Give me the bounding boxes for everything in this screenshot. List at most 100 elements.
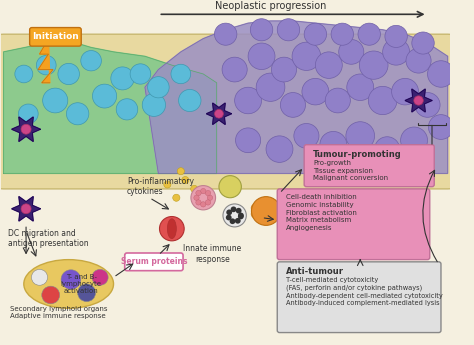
Circle shape [277, 19, 300, 41]
Circle shape [229, 218, 236, 224]
Circle shape [222, 57, 247, 82]
Circle shape [256, 199, 264, 207]
Ellipse shape [223, 204, 246, 227]
Circle shape [43, 88, 68, 113]
Text: Secondary lymphoid organs
Adaptive immune response: Secondary lymphoid organs Adaptive immun… [10, 306, 108, 319]
Text: Pro-growth
Tissue expansion
Malignant conversion: Pro-growth Tissue expansion Malignant co… [313, 160, 388, 181]
Circle shape [116, 99, 138, 120]
Circle shape [214, 23, 237, 45]
Circle shape [207, 195, 213, 200]
Circle shape [325, 88, 350, 113]
Circle shape [201, 188, 206, 194]
Text: T-cell-mediated cytotoxicity
(FAS, perforin and/or cytokine pathways)
Antibody-d: T-cell-mediated cytotoxicity (FAS, perfo… [286, 277, 443, 306]
Circle shape [238, 214, 244, 219]
Circle shape [358, 23, 381, 45]
Circle shape [196, 190, 201, 196]
Circle shape [205, 200, 210, 205]
Polygon shape [12, 117, 40, 141]
Circle shape [315, 52, 342, 78]
Circle shape [251, 204, 259, 212]
Circle shape [412, 32, 434, 54]
Circle shape [182, 177, 189, 184]
Circle shape [320, 131, 347, 158]
Text: DC migration and
antigen presentation: DC migration and antigen presentation [8, 229, 89, 248]
Circle shape [266, 136, 293, 162]
Circle shape [271, 213, 279, 221]
Circle shape [368, 86, 397, 115]
Circle shape [392, 78, 419, 105]
Circle shape [81, 51, 101, 71]
Circle shape [201, 202, 206, 207]
Circle shape [173, 194, 180, 201]
FancyBboxPatch shape [304, 145, 434, 187]
Circle shape [271, 201, 279, 209]
Circle shape [292, 42, 321, 70]
Polygon shape [38, 39, 53, 83]
Circle shape [415, 92, 440, 117]
Circle shape [235, 87, 262, 114]
FancyBboxPatch shape [277, 189, 430, 260]
FancyBboxPatch shape [0, 34, 461, 189]
Circle shape [92, 269, 108, 285]
Polygon shape [12, 197, 40, 221]
Ellipse shape [252, 197, 281, 225]
Polygon shape [145, 21, 448, 174]
Circle shape [256, 215, 264, 223]
Circle shape [236, 208, 242, 214]
Text: T- and B-
lymphocyte
activation: T- and B- lymphocyte activation [61, 274, 102, 294]
Circle shape [36, 56, 56, 75]
FancyBboxPatch shape [30, 28, 81, 46]
Circle shape [66, 103, 89, 125]
Circle shape [226, 215, 232, 220]
Text: Serum proteins: Serum proteins [121, 257, 187, 266]
Circle shape [21, 204, 31, 214]
Circle shape [171, 64, 191, 84]
Text: Cell-death inhibition
Genomic instability
Fibroblast activation
Matrix metabolis: Cell-death inhibition Genomic instabilit… [286, 194, 357, 231]
Circle shape [281, 92, 306, 117]
Ellipse shape [219, 176, 241, 198]
Circle shape [147, 77, 169, 98]
Circle shape [248, 43, 275, 70]
Circle shape [226, 209, 232, 215]
Circle shape [231, 206, 237, 212]
Circle shape [294, 124, 319, 148]
Text: Tumour-promoting: Tumour-promoting [313, 150, 402, 159]
Circle shape [235, 218, 241, 224]
Circle shape [238, 213, 244, 218]
Circle shape [264, 216, 272, 224]
Circle shape [42, 286, 60, 304]
FancyBboxPatch shape [125, 253, 183, 271]
Circle shape [256, 73, 285, 101]
Circle shape [331, 23, 354, 45]
Text: Neoplastic progression: Neoplastic progression [215, 1, 326, 11]
Text: Anti-tumour: Anti-tumour [286, 267, 344, 276]
Circle shape [273, 207, 282, 215]
Ellipse shape [191, 186, 216, 210]
Circle shape [383, 39, 410, 65]
Text: Pro-inflammatory
cytokines: Pro-inflammatory cytokines [127, 177, 194, 196]
Circle shape [179, 89, 201, 111]
Circle shape [130, 64, 151, 84]
Circle shape [205, 190, 210, 196]
Circle shape [215, 109, 223, 118]
Circle shape [385, 26, 407, 48]
Circle shape [347, 74, 374, 100]
Circle shape [359, 51, 388, 79]
Circle shape [250, 19, 273, 41]
Circle shape [194, 195, 199, 200]
Text: Innate immune
response: Innate immune response [183, 244, 241, 264]
Circle shape [164, 181, 171, 188]
Polygon shape [405, 89, 432, 112]
Circle shape [304, 23, 327, 45]
Circle shape [302, 78, 329, 105]
Circle shape [374, 137, 400, 161]
Circle shape [61, 270, 81, 289]
Polygon shape [206, 103, 231, 125]
Circle shape [272, 57, 297, 82]
Circle shape [428, 61, 455, 87]
Circle shape [236, 128, 261, 152]
Text: Initiation: Initiation [32, 32, 79, 41]
FancyBboxPatch shape [277, 262, 441, 333]
Circle shape [401, 127, 428, 154]
Circle shape [18, 104, 38, 124]
